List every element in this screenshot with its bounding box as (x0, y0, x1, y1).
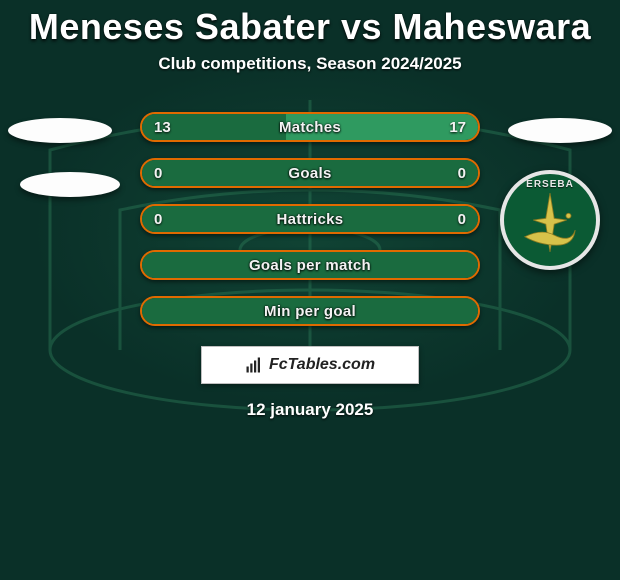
stat-value-right: 17 (449, 114, 466, 140)
player-photo-left (8, 118, 112, 143)
stat-bar: Min per goal (140, 296, 480, 326)
badge-art-icon (508, 178, 592, 262)
stat-label: Hattricks (142, 206, 478, 232)
stat-bar: Goals per match (140, 250, 480, 280)
stat-value-left: 0 (154, 206, 162, 232)
page-subtitle: Club competitions, Season 2024/2025 (0, 54, 620, 74)
brand-box[interactable]: FcTables.com (201, 346, 419, 384)
brand-label: FcTables.com (269, 356, 375, 374)
stat-bar: Matches13 17 (140, 112, 480, 142)
stat-label: Goals per match (142, 252, 478, 278)
club-badge-right: ERSEBA (500, 170, 600, 270)
club-badge-left (20, 172, 120, 197)
stat-bar: Hattricks0 0 (140, 204, 480, 234)
date-label: 12 january 2025 (0, 400, 620, 420)
stat-label: Matches (142, 114, 478, 140)
stats-area: ERSEBA Matches1317Goals00Hattricks00Goal… (0, 112, 620, 452)
stat-label: Goals (142, 160, 478, 186)
player-photo-right (508, 118, 612, 143)
stat-bars: Matches1317Goals00Hattricks00Goals per m… (140, 112, 480, 342)
stat-bar: Goals0 0 (140, 158, 480, 188)
stat-value-left: 0 (154, 160, 162, 186)
page-title: Meneses Sabater vs Maheswara (0, 6, 620, 48)
content-root: Meneses Sabater vs Maheswara Club compet… (0, 0, 620, 452)
badge-label: ERSEBA (504, 179, 596, 190)
stat-value-right: 0 (458, 160, 466, 186)
stat-value-left: 13 (154, 114, 171, 140)
chart-icon (245, 356, 263, 374)
stat-value-right: 0 (458, 206, 466, 232)
stat-label: Min per goal (142, 298, 478, 324)
